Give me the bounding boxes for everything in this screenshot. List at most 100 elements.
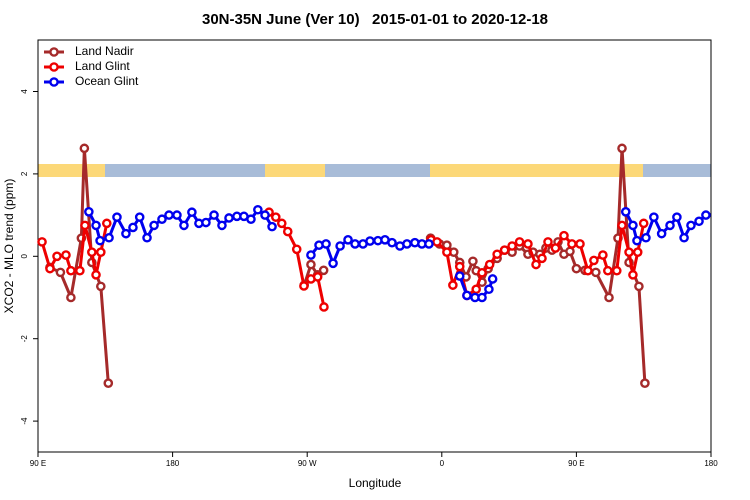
point — [350, 239, 360, 249]
point — [632, 235, 642, 246]
point — [665, 220, 675, 231]
point — [598, 250, 608, 260]
point — [523, 239, 533, 249]
point — [134, 212, 145, 222]
point — [507, 241, 517, 251]
x-axis-label: Longitude — [349, 476, 402, 490]
point — [61, 250, 71, 260]
point — [531, 259, 541, 270]
legend-label: Land Nadir — [75, 44, 134, 58]
surface-band — [38, 164, 711, 177]
point — [299, 281, 309, 291]
point — [312, 272, 323, 282]
point — [499, 245, 510, 255]
point — [282, 226, 293, 237]
point — [217, 220, 227, 231]
point — [484, 259, 495, 270]
point — [319, 302, 329, 312]
point — [149, 220, 159, 231]
point — [454, 261, 465, 272]
point — [686, 220, 696, 231]
point — [589, 255, 599, 266]
point — [471, 284, 481, 295]
point — [96, 281, 106, 292]
point — [260, 210, 270, 220]
point — [121, 228, 131, 239]
plot-frame — [37, 39, 712, 453]
point — [157, 214, 167, 225]
x-tick-label: 90 W — [298, 459, 317, 468]
point — [432, 237, 442, 247]
point — [45, 263, 55, 274]
point — [468, 256, 478, 267]
point — [104, 232, 114, 243]
legend-marker — [49, 62, 59, 72]
point — [66, 265, 76, 276]
point — [634, 281, 644, 292]
point — [66, 292, 76, 303]
land-band — [430, 164, 643, 177]
point — [253, 204, 263, 215]
y-tick-label: -4 — [20, 417, 29, 425]
point — [179, 220, 189, 231]
point — [603, 265, 613, 276]
point — [477, 292, 487, 303]
point — [276, 218, 287, 229]
point — [583, 265, 593, 276]
chart-title: 30N-35N June (Ver 10) 2015-01-01 to 2020… — [202, 11, 548, 28]
point — [84, 207, 94, 217]
point — [624, 247, 634, 257]
point — [424, 239, 434, 249]
point — [224, 213, 234, 223]
y-tick-label: -2 — [20, 335, 29, 343]
point — [321, 239, 331, 249]
point — [164, 210, 174, 220]
point — [487, 274, 498, 284]
point — [550, 243, 561, 253]
point — [565, 246, 575, 257]
point — [620, 207, 631, 217]
x-tick-label: 90 E — [30, 459, 46, 468]
point — [617, 143, 627, 154]
point — [52, 251, 62, 262]
point — [640, 378, 650, 388]
point — [142, 232, 152, 243]
point — [462, 290, 472, 301]
point — [201, 217, 211, 228]
point — [448, 280, 458, 290]
x-tick-label: 180 — [704, 459, 718, 468]
point — [628, 220, 638, 231]
point — [543, 237, 553, 247]
point — [628, 270, 638, 280]
point — [567, 239, 577, 249]
point — [335, 241, 345, 251]
y-axis-label: XCO2 - MLO trend (ppm) — [2, 179, 16, 314]
point — [611, 265, 622, 276]
point — [112, 212, 122, 222]
point — [604, 292, 614, 303]
point — [387, 237, 397, 248]
point — [96, 247, 106, 257]
legend-label: Ocean Glint — [75, 74, 139, 88]
point — [267, 221, 277, 232]
point — [75, 265, 85, 276]
point — [679, 232, 689, 243]
point — [37, 237, 47, 247]
land-band — [38, 164, 105, 177]
point — [187, 207, 197, 218]
x-tick-label: 180 — [166, 459, 180, 468]
y-tick-label: 2 — [20, 171, 29, 176]
y-tick-label: 4 — [20, 89, 29, 94]
point — [571, 263, 582, 274]
point — [694, 216, 704, 227]
point — [91, 220, 101, 231]
point — [246, 214, 256, 225]
point — [537, 253, 547, 264]
point — [591, 267, 601, 278]
point — [641, 232, 651, 243]
point — [656, 228, 667, 239]
point — [172, 210, 182, 220]
legend-label: Land Glint — [75, 59, 130, 73]
point — [632, 247, 643, 257]
